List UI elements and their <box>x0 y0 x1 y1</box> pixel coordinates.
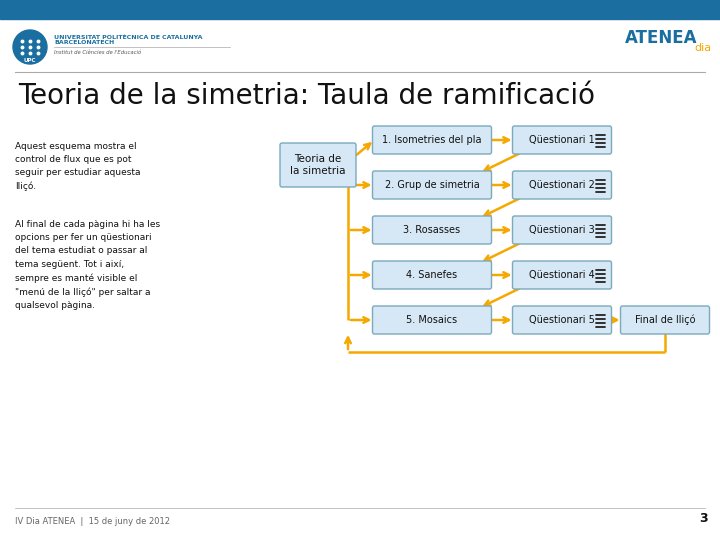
Text: Qüestionari 4: Qüestionari 4 <box>529 270 595 280</box>
Text: 3: 3 <box>699 511 708 524</box>
Text: 1. Isometries del pla: 1. Isometries del pla <box>382 135 482 145</box>
Text: Al final de cada pàgina hi ha les
opcions per fer un qüestionari
del tema estudi: Al final de cada pàgina hi ha les opcion… <box>15 220 160 310</box>
Text: Institut de Ciències de l'Educació: Institut de Ciències de l'Educació <box>54 50 141 55</box>
FancyBboxPatch shape <box>621 306 709 334</box>
FancyBboxPatch shape <box>372 126 492 154</box>
Text: Qüestionari 3: Qüestionari 3 <box>529 225 595 235</box>
FancyBboxPatch shape <box>372 171 492 199</box>
Text: Aquest esquema mostra el
control de flux que es pot
seguir per estudiar aquesta
: Aquest esquema mostra el control de flux… <box>15 142 140 191</box>
Text: Teoria de
la simetria: Teoria de la simetria <box>290 154 346 176</box>
Text: IV Dia ATENEA  |  15 de juny de 2012: IV Dia ATENEA | 15 de juny de 2012 <box>15 517 170 526</box>
Text: Qüestionari 2: Qüestionari 2 <box>529 180 595 190</box>
Text: 2. Grup de simetria: 2. Grup de simetria <box>384 180 480 190</box>
Text: Qüestionari 5: Qüestionari 5 <box>529 315 595 325</box>
Text: UNIVERSITAT POLITÈCNICA DE CATALUNYA: UNIVERSITAT POLITÈCNICA DE CATALUNYA <box>54 35 202 39</box>
FancyBboxPatch shape <box>513 261 611 289</box>
Text: 4. Sanefes: 4. Sanefes <box>406 270 458 280</box>
Text: ATENEA: ATENEA <box>625 29 698 47</box>
FancyBboxPatch shape <box>372 261 492 289</box>
FancyBboxPatch shape <box>513 171 611 199</box>
FancyBboxPatch shape <box>513 126 611 154</box>
FancyBboxPatch shape <box>372 306 492 334</box>
Text: Final de lliçó: Final de lliçó <box>635 315 696 325</box>
Text: 3. Rosasses: 3. Rosasses <box>403 225 461 235</box>
Text: Qüestionari 1: Qüestionari 1 <box>529 135 595 145</box>
FancyBboxPatch shape <box>513 306 611 334</box>
Text: UPC: UPC <box>24 58 36 64</box>
Text: BARCELONATECH: BARCELONATECH <box>54 40 114 45</box>
Text: 5. Mosaics: 5. Mosaics <box>406 315 458 325</box>
FancyBboxPatch shape <box>280 143 356 187</box>
FancyBboxPatch shape <box>513 216 611 244</box>
Circle shape <box>13 30 47 64</box>
Bar <box>0 0 720 19</box>
FancyBboxPatch shape <box>372 216 492 244</box>
Text: dia: dia <box>694 43 711 53</box>
Text: Teoria de la simetria: Taula de ramificació: Teoria de la simetria: Taula de ramifica… <box>18 82 595 110</box>
